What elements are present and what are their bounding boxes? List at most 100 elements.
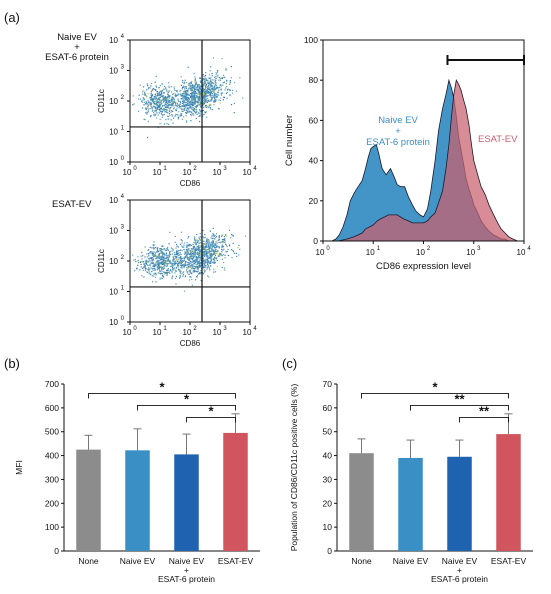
scatter-dot	[222, 240, 224, 242]
scatter-dot	[207, 92, 209, 94]
scatter-dot	[186, 246, 188, 249]
scatter-dot	[167, 249, 169, 251]
scatter-dot	[232, 89, 234, 91]
scatter-dot	[177, 118, 179, 120]
scatter-dot	[205, 101, 207, 103]
scatter-dot	[179, 252, 181, 254]
scatter-dot	[167, 246, 169, 249]
scatter-dot	[173, 268, 175, 270]
scatter-y-tick-exp: 4	[121, 194, 125, 200]
scatter-dot	[198, 89, 200, 91]
scatter-dot	[216, 86, 219, 88]
scatter-dot	[165, 265, 167, 267]
scatter-dot	[213, 92, 215, 94]
scatter-dot	[208, 257, 210, 260]
scatter-dot	[181, 81, 184, 83]
scatter-dot	[205, 94, 207, 96]
scatter-dot	[153, 97, 155, 99]
scatter-dot	[212, 240, 214, 242]
scatter-dot	[179, 262, 181, 264]
scatter-dot	[141, 258, 143, 260]
scatter-dot	[218, 239, 220, 241]
scatter-dot	[193, 257, 195, 259]
scatter-dot	[179, 114, 182, 117]
histogram-y-tick-label: 20	[309, 196, 319, 206]
scatter-dot	[166, 271, 168, 273]
scatter-dot	[191, 251, 193, 253]
scatter-dot	[160, 90, 162, 92]
scatter-dot	[189, 270, 191, 272]
scatter-dot	[150, 97, 152, 99]
scatter-dot	[229, 80, 231, 83]
scatter-dot	[205, 74, 207, 76]
scatter-dot	[160, 93, 162, 96]
scatter-dot	[166, 264, 169, 266]
scatter-dot	[203, 92, 205, 94]
scatter-dot	[213, 235, 215, 237]
scatter-dot	[208, 81, 210, 83]
bar	[223, 432, 248, 551]
scatter-dot	[160, 108, 162, 110]
scatter-dot	[217, 74, 219, 76]
scatter-dot	[144, 266, 146, 268]
scatter-dot	[163, 265, 165, 267]
scatter-dot	[143, 118, 145, 120]
scatter-dot	[205, 116, 208, 118]
scatter-dot	[199, 113, 201, 115]
scatter-dot	[206, 96, 208, 98]
scatter-dot	[172, 260, 174, 262]
scatter-dot	[187, 91, 189, 93]
scatter-dot	[203, 102, 205, 104]
scatter-dot	[190, 256, 192, 258]
scatter-dot	[195, 117, 197, 120]
scatter-dot	[160, 270, 162, 272]
scatter-dot	[169, 252, 171, 254]
scatter-dot	[221, 246, 223, 248]
scatter-dot	[159, 270, 161, 272]
scatter-dot	[205, 258, 207, 260]
scatter-dot	[170, 98, 173, 100]
scatter-dot	[161, 114, 163, 116]
scatter-dot	[166, 90, 168, 92]
scatter-dot	[197, 89, 199, 91]
scatter-dot	[222, 76, 224, 78]
scatter-dot	[209, 74, 211, 76]
scatter-dot	[184, 97, 187, 99]
scatter-dot	[160, 101, 162, 103]
scatter-dot	[207, 251, 209, 253]
scatter-dot	[196, 233, 198, 236]
bar-category-label: Naive EV	[169, 556, 205, 566]
scatter-dot	[202, 92, 204, 94]
scatter-dot	[206, 92, 208, 94]
scatter-dot	[163, 109, 165, 111]
bar-y-tick-label: 200	[45, 498, 59, 508]
scatter-dot	[157, 101, 160, 103]
scatter-dot	[206, 106, 208, 108]
scatter-dot	[225, 243, 227, 245]
scatter-dot	[204, 111, 206, 113]
scatter-top-label-plus: +	[74, 42, 80, 53]
scatter-dot	[163, 267, 165, 269]
scatter-dot	[226, 250, 228, 252]
scatter-dot	[223, 96, 225, 98]
scatter-dot	[193, 251, 195, 253]
scatter-dot	[220, 94, 222, 96]
scatter-dot	[193, 89, 195, 91]
histogram-x-tick-label: 10	[466, 248, 475, 257]
scatter-dot	[147, 85, 149, 87]
scatter-dot	[187, 248, 190, 250]
scatter-dot	[183, 116, 185, 118]
scatter-dot	[187, 265, 189, 268]
scatter-dot	[156, 262, 158, 264]
scatter-dot	[187, 257, 189, 259]
scatter-dot	[164, 254, 166, 256]
scatter-dot	[204, 106, 206, 108]
scatter-dot	[185, 104, 187, 106]
scatter-dot	[155, 273, 157, 275]
scatter-dot	[165, 252, 168, 254]
scatter-dot	[178, 107, 180, 109]
scatter-dot	[214, 249, 216, 251]
scatter-dot	[207, 87, 209, 89]
scatter-dot	[174, 261, 176, 263]
scatter-dot	[196, 96, 198, 98]
